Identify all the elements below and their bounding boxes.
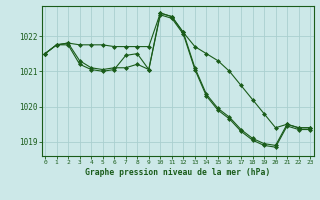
X-axis label: Graphe pression niveau de la mer (hPa): Graphe pression niveau de la mer (hPa) — [85, 168, 270, 177]
